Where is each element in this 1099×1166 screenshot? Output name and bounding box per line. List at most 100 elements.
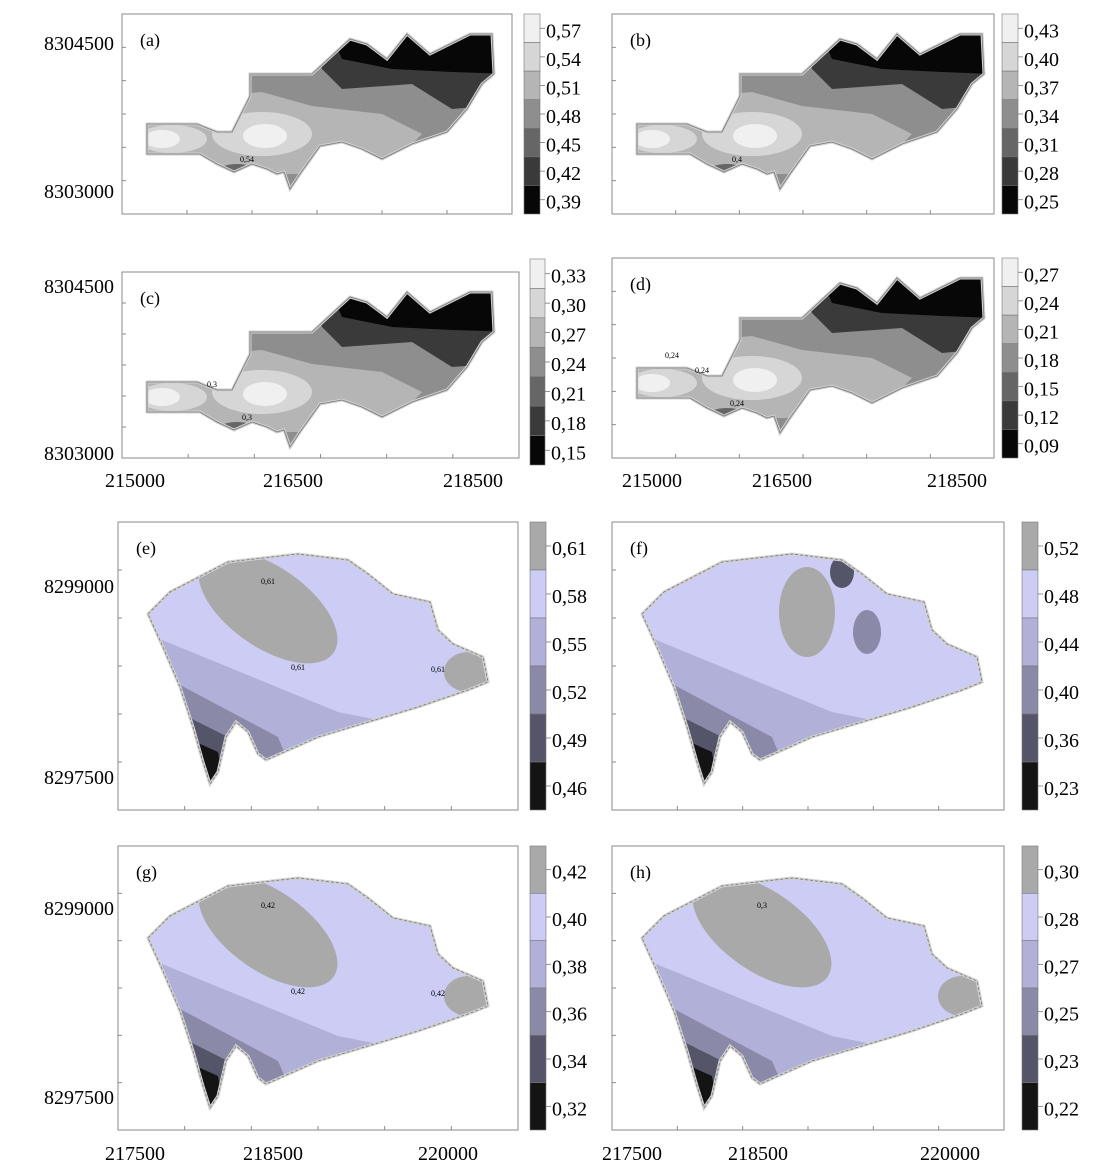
legend-value-label: 0,09 xyxy=(1024,436,1059,458)
contour-band xyxy=(147,130,180,148)
contour-band xyxy=(938,976,982,1016)
legend-colorbar: 0,43 0,40 0,37 0,34 0,31 0,28 0,25 xyxy=(1001,13,1059,215)
contour-band xyxy=(812,278,984,318)
legend-value-label: 0,40 xyxy=(552,909,587,931)
legend-value-label: 0,27 xyxy=(551,325,586,347)
contour-value-label: 0,61 xyxy=(291,663,305,672)
legend-value-label: 0,40 xyxy=(1024,49,1059,71)
contour-band xyxy=(637,374,670,392)
contour-band xyxy=(692,878,832,988)
legend-colorbar: 0,52 0,48 0,44 0,40 0,36 0,23 xyxy=(1021,521,1079,811)
legend-value-label: 0,55 xyxy=(552,634,587,656)
legend-swatch xyxy=(523,99,541,129)
contour-band xyxy=(812,34,984,74)
legend-value-label: 0,38 xyxy=(552,956,587,978)
legend-swatch xyxy=(1021,940,1039,989)
panel-label: (c) xyxy=(140,288,160,309)
x-tick-label: 220000 xyxy=(418,1143,478,1165)
legend-swatch xyxy=(529,258,546,289)
legend-swatch xyxy=(529,1082,547,1131)
legend-value-label: 0,39 xyxy=(546,192,581,214)
panel-e: 0,61 0,61 0,61 (e) 0,61 0,58 0,55 0,52 0,49 0,46 xyxy=(117,521,587,811)
legend-value-label: 0,28 xyxy=(1024,163,1059,185)
legend-value-label: 0,21 xyxy=(1024,321,1059,343)
legend-swatch xyxy=(1021,845,1039,894)
legend-swatch xyxy=(1021,617,1039,667)
legend-swatch xyxy=(1001,343,1019,373)
legend-swatch xyxy=(529,288,546,319)
legend-swatch xyxy=(1001,13,1019,43)
contour-value-label: 0,61 xyxy=(431,665,445,674)
x-tick-label: 216500 xyxy=(752,470,812,492)
contour-value-label: 0,61 xyxy=(261,577,275,586)
legend-value-label: 0,36 xyxy=(552,1004,587,1026)
x-tick-label: 217500 xyxy=(105,1143,165,1165)
legend-swatch xyxy=(529,569,547,619)
legend-swatch xyxy=(529,617,547,667)
map-boundary xyxy=(146,876,490,1112)
contour-band xyxy=(853,610,881,654)
legend-swatch xyxy=(523,70,541,101)
axis-labels: 8304500 8303000 8304500 8303000 215000 216500… xyxy=(44,33,987,1165)
panel-b: 0,4 (b) 0,43 0,40 0,37 0,34 0,31 0,28 0,25 xyxy=(611,13,1059,215)
legend-swatch xyxy=(529,317,546,348)
panel-g: 0,42 0,42 0,42 (g) 0,42 0,40 0,38 0,36 0,34 0,32 xyxy=(117,845,587,1131)
legend-swatch xyxy=(529,521,547,571)
legend-value-label: 0,30 xyxy=(1044,862,1079,884)
legend-swatch xyxy=(529,1035,547,1083)
legend-swatch xyxy=(1001,257,1019,287)
contour-band xyxy=(733,124,777,148)
legend-swatch xyxy=(529,940,547,989)
legend-swatch xyxy=(529,713,547,763)
legend-value-label: 0,27 xyxy=(1024,264,1059,286)
legend-value-label: 0,24 xyxy=(551,354,586,376)
y-tick-label: 8299000 xyxy=(44,576,114,598)
legend-value-label: 0,42 xyxy=(546,163,581,185)
legend-value-label: 0,48 xyxy=(546,106,581,128)
legend-swatch xyxy=(1001,127,1019,158)
x-tick-label: 215000 xyxy=(622,470,682,492)
legend-colorbar: 0,30 0,28 0,27 0,25 0,23 0,22 xyxy=(1021,845,1079,1131)
legend-value-label: 0,32 xyxy=(552,1098,587,1120)
legend-swatch xyxy=(1021,1082,1039,1131)
legend-swatch xyxy=(1001,185,1019,215)
contour-band xyxy=(198,878,338,988)
legend-value-label: 0,25 xyxy=(1044,1004,1079,1026)
x-tick-label: 218500 xyxy=(927,470,987,492)
contour-band xyxy=(198,554,338,664)
legend-swatch xyxy=(1001,400,1019,430)
x-tick-label: 220000 xyxy=(920,1143,980,1165)
legend-swatch xyxy=(1021,987,1039,1036)
legend-value-label: 0,28 xyxy=(1044,909,1079,931)
y-tick-label: 8297500 xyxy=(44,767,114,789)
y-tick-label: 8303000 xyxy=(44,181,114,203)
legend-value-label: 0,18 xyxy=(551,413,586,435)
legend-colorbar: 0,61 0,58 0,55 0,52 0,49 0,46 xyxy=(529,521,587,811)
x-tick-label: 216500 xyxy=(263,470,323,492)
panel-c: 0,3 0,3 (c) 0,33 0,30 0,27 0,24 0,21 0,18 0,15 xyxy=(121,258,586,466)
contour-value-label: 0,42 xyxy=(261,901,275,910)
legend-swatch xyxy=(1001,314,1019,345)
contour-band xyxy=(243,382,287,406)
contour-value-label: 0,4 xyxy=(732,155,742,164)
legend-value-label: 0,21 xyxy=(551,383,586,405)
legend-value-label: 0,49 xyxy=(552,730,587,752)
legend-swatch xyxy=(529,845,547,894)
legend-value-label: 0,27 xyxy=(1044,956,1079,978)
panel-label: (d) xyxy=(630,274,651,295)
legend-value-label: 0,18 xyxy=(1024,350,1059,372)
x-tick-label: 215000 xyxy=(105,470,165,492)
contour-value-label: 0,3 xyxy=(207,380,217,389)
panel-label: (f) xyxy=(630,538,648,559)
x-tick-label: 218500 xyxy=(243,1143,303,1165)
legend-colorbar: 0,42 0,40 0,38 0,36 0,34 0,32 xyxy=(529,845,587,1131)
panel-label: (a) xyxy=(140,30,160,51)
legend-value-label: 0,54 xyxy=(546,49,581,71)
legend-swatch xyxy=(529,376,546,407)
legend-swatch xyxy=(523,156,541,186)
map-boundary xyxy=(640,552,984,788)
legend-swatch xyxy=(523,185,541,215)
panel-label: (e) xyxy=(136,538,156,559)
contour-band xyxy=(779,567,835,657)
